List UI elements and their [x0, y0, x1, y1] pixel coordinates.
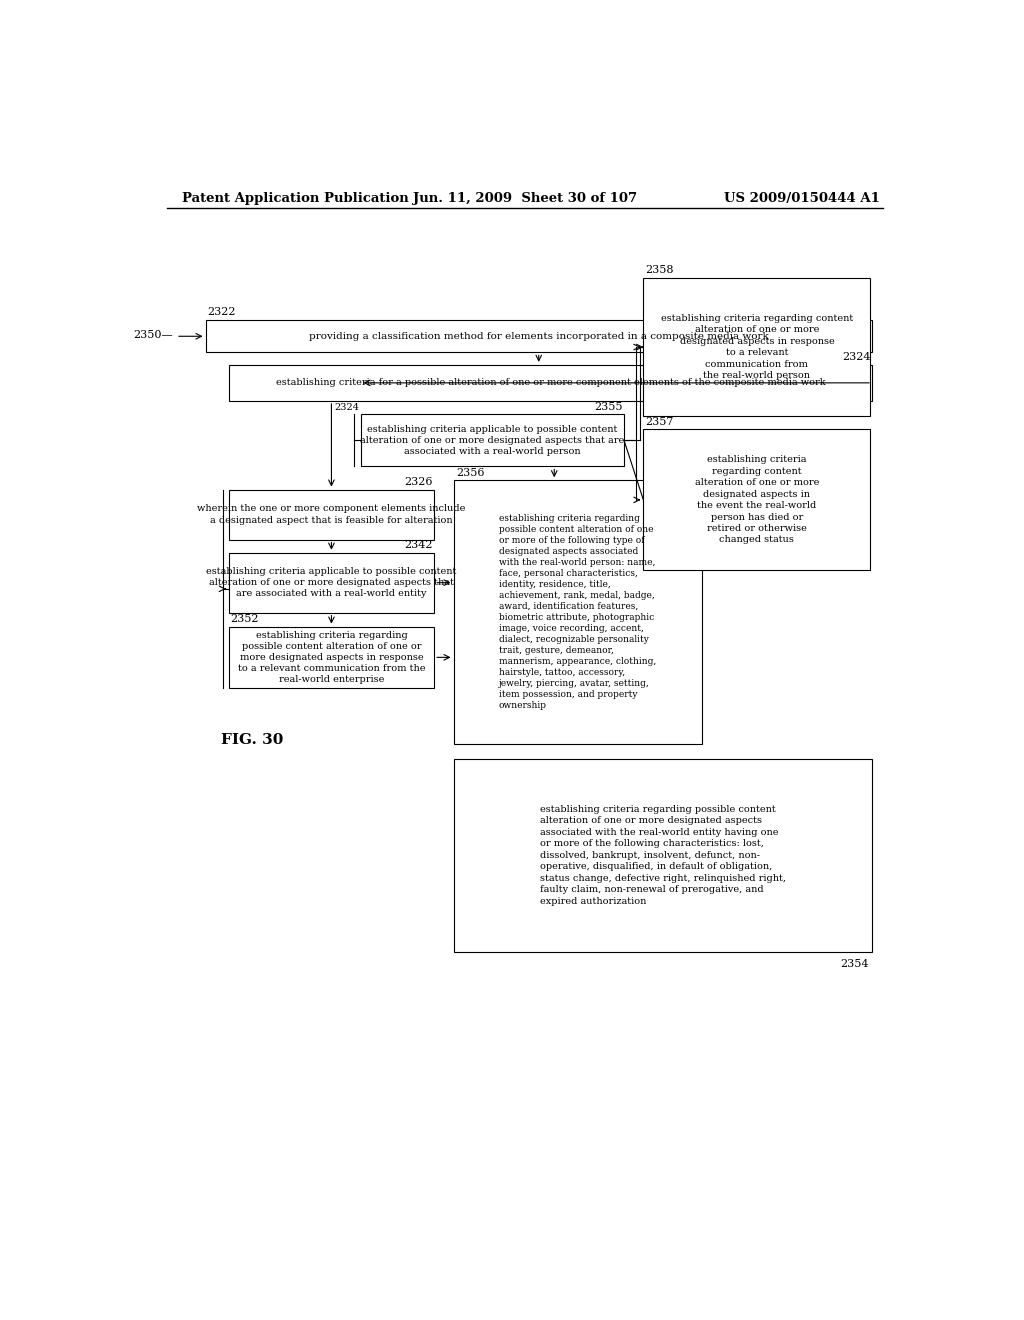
Text: 2352: 2352 [230, 614, 259, 624]
Text: establishing criteria regarding
possible content alteration of one or
more desig: establishing criteria regarding possible… [238, 631, 425, 684]
Text: 2356: 2356 [457, 469, 485, 478]
Text: 2350—: 2350— [133, 330, 173, 341]
Text: providing a classification method for elements incorporated in a composite media: providing a classification method for el… [309, 331, 769, 341]
Bar [454, 480, 701, 743]
Text: establishing criteria applicable to possible content
alteration of one or more d: establishing criteria applicable to poss… [360, 425, 625, 455]
Text: US 2009/0150444 A1: US 2009/0150444 A1 [724, 191, 880, 205]
Text: wherein the one or more component elements include
a designated aspect that is f: wherein the one or more component elemen… [198, 504, 466, 524]
Text: establishing criteria regarding content
alteration of one or more
designated asp: establishing criteria regarding content … [660, 314, 853, 380]
Bar [643, 277, 870, 416]
Text: 2324: 2324 [842, 352, 870, 363]
Text: 2324: 2324 [334, 403, 359, 412]
Bar [454, 759, 872, 952]
Text: 2357: 2357 [645, 417, 674, 428]
Text: 2358: 2358 [645, 265, 674, 276]
Text: 2326: 2326 [404, 478, 432, 487]
Text: FIG. 30: FIG. 30 [221, 733, 284, 747]
Bar [228, 553, 434, 612]
Text: 2354: 2354 [841, 960, 869, 969]
Text: Patent Application Publication: Patent Application Publication [182, 191, 409, 205]
Bar [228, 364, 872, 401]
Text: establishing criteria regarding
possible content alteration of one
or more of th: establishing criteria regarding possible… [499, 515, 656, 710]
Text: establishing criteria regarding possible content
alteration of one or more desig: establishing criteria regarding possible… [540, 805, 785, 906]
Bar [206, 321, 872, 352]
Text: 2322: 2322 [207, 308, 236, 317]
Bar [228, 490, 434, 540]
Text: 2342: 2342 [404, 540, 432, 550]
Text: 2355: 2355 [594, 401, 623, 412]
Bar [228, 627, 434, 688]
Text: Jun. 11, 2009  Sheet 30 of 107: Jun. 11, 2009 Sheet 30 of 107 [413, 191, 637, 205]
Bar [643, 429, 870, 570]
Text: establishing criteria for a possible alteration of one or more component element: establishing criteria for a possible alt… [275, 379, 825, 387]
Bar [360, 414, 624, 466]
Text: establishing criteria
regarding content
alteration of one or more
designated asp: establishing criteria regarding content … [694, 455, 819, 544]
Text: establishing criteria applicable to possible content
alteration of one or more d: establishing criteria applicable to poss… [206, 568, 457, 598]
